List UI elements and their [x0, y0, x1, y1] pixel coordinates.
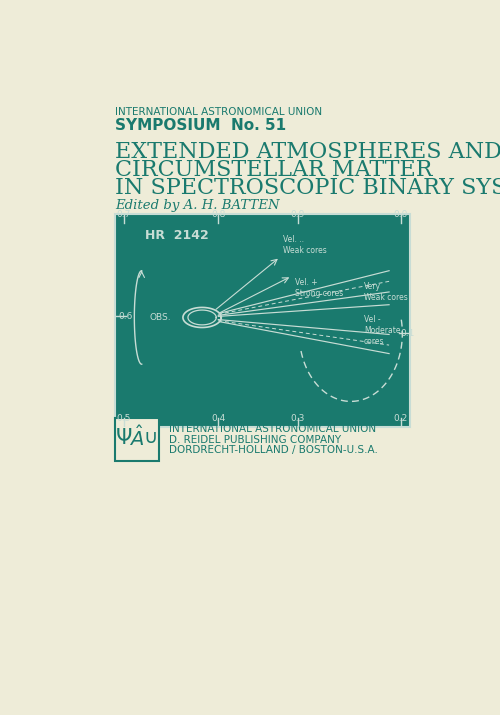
- Text: INTERNATIONAL ASTRONOMICAL UNION: INTERNATIONAL ASTRONOMICAL UNION: [115, 107, 322, 117]
- Text: D. REIDEL PUBLISHING COMPANY: D. REIDEL PUBLISHING COMPANY: [170, 435, 342, 445]
- Text: $\hat{A}$: $\hat{A}$: [130, 425, 144, 450]
- Text: EXTENDED ATMOSPHERES AND: EXTENDED ATMOSPHERES AND: [115, 142, 500, 163]
- FancyBboxPatch shape: [115, 418, 158, 460]
- FancyBboxPatch shape: [115, 214, 410, 427]
- Text: Edited by A. H. BATTEN: Edited by A. H. BATTEN: [115, 199, 280, 212]
- Text: $\Psi$: $\Psi$: [115, 428, 132, 448]
- Text: INTERNATIONAL ASTRONOMICAL UNION: INTERNATIONAL ASTRONOMICAL UNION: [170, 424, 376, 434]
- Text: SYMPOSIUM  No. 51: SYMPOSIUM No. 51: [115, 118, 286, 133]
- Text: CIRCUMSTELLAR MATTER: CIRCUMSTELLAR MATTER: [115, 159, 432, 181]
- Text: $\cup$: $\cup$: [143, 428, 157, 447]
- Text: DORDRECHT-HOLLAND / BOSTON-U.S.A.: DORDRECHT-HOLLAND / BOSTON-U.S.A.: [170, 445, 378, 455]
- Text: IN SPECTROSCOPIC BINARY SYSTEMS: IN SPECTROSCOPIC BINARY SYSTEMS: [115, 177, 500, 199]
